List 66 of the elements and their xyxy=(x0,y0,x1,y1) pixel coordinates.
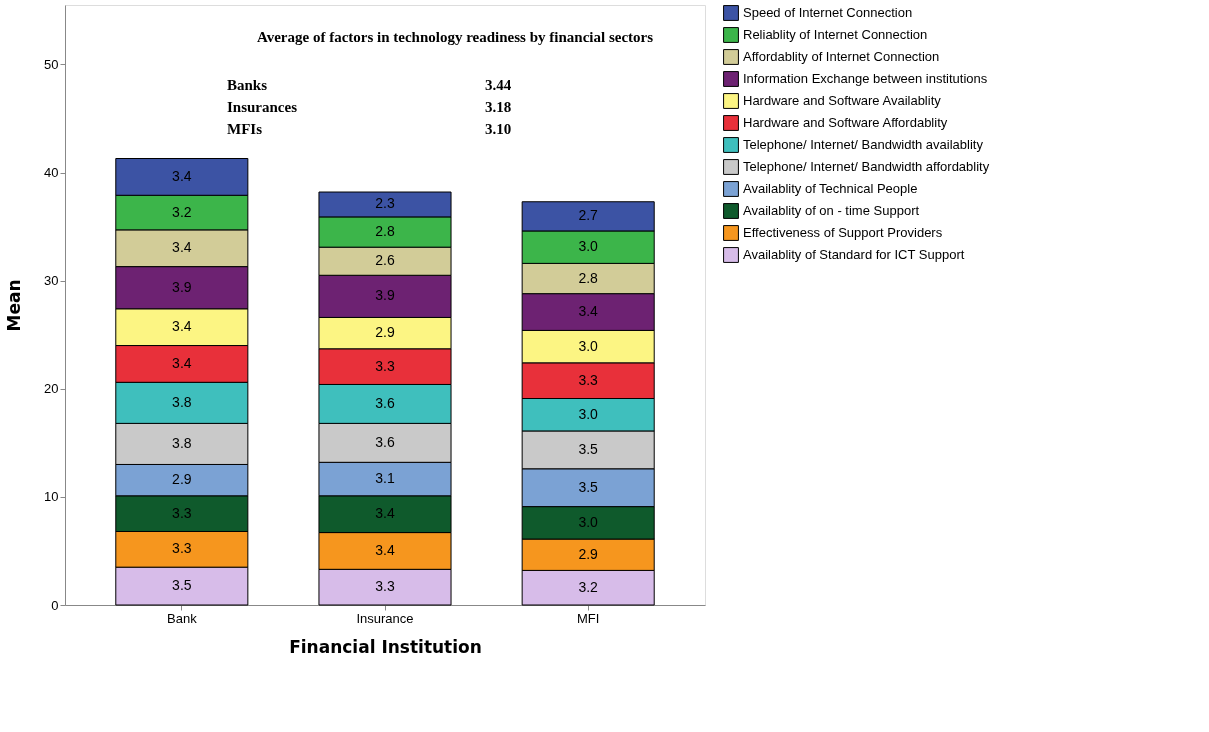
data-label: 3.5 xyxy=(172,577,192,594)
annotation: Insurances xyxy=(227,99,298,115)
y-tick-label: 10 xyxy=(44,489,59,505)
legend-label: Telephone/ Internet/ Bandwidth affordablity xyxy=(743,159,990,174)
annotation: Banks xyxy=(227,77,268,93)
data-label: 3.0 xyxy=(578,238,599,255)
x-tick-label: MFI xyxy=(576,610,600,626)
data-label: 2.6 xyxy=(375,252,395,269)
data-label: 3.4 xyxy=(375,541,395,558)
legend-label: Hardware and Software Affordablity xyxy=(743,115,948,130)
data-label: 3.8 xyxy=(172,393,192,410)
y-axis-title: Mean xyxy=(4,279,25,332)
x-tick-label: Bank xyxy=(167,610,198,626)
data-label: 3.0 xyxy=(578,513,599,530)
data-label: 3.4 xyxy=(375,505,395,522)
data-label: 3.8 xyxy=(172,434,192,451)
legend-label: Hardware and Software Availablity xyxy=(743,93,942,108)
legend-label: Effectiveness of Support Providers xyxy=(743,225,943,240)
data-label: 3.1 xyxy=(375,470,395,487)
legend-label: Reliablity of Internet Connection xyxy=(743,27,928,42)
y-tick-label: 50 xyxy=(44,56,59,72)
data-label: 3.9 xyxy=(375,287,395,304)
legend-label: Telephone/ Internet/ Bandwidth availablity xyxy=(743,137,984,152)
data-label: 3.3 xyxy=(172,540,192,557)
data-label: 2.8 xyxy=(578,269,599,286)
data-label: 3.4 xyxy=(172,318,192,335)
legend-label: Affordablity of Internet Connection xyxy=(743,49,940,64)
data-label: 3.0 xyxy=(578,337,599,354)
y-tick-label: 0 xyxy=(51,597,59,613)
y-tick-label: 40 xyxy=(44,165,59,181)
data-label: 3.4 xyxy=(578,303,599,320)
data-label: 3.6 xyxy=(375,433,395,450)
data-label: 2.9 xyxy=(172,471,192,488)
data-label: 3.2 xyxy=(172,203,192,220)
data-label: 2.8 xyxy=(375,223,395,240)
data-label: 3.3 xyxy=(375,357,395,374)
data-label: 3.9 xyxy=(172,278,192,295)
data-label: 3.4 xyxy=(172,354,192,371)
annotation: MFIs xyxy=(227,121,263,137)
annotation: 3.44 xyxy=(485,77,512,93)
data-label: 3.4 xyxy=(172,239,192,256)
data-label: 3.5 xyxy=(578,478,599,495)
annotation: 3.18 xyxy=(485,99,512,115)
data-label: 2.7 xyxy=(578,207,599,224)
legend-label: Availablity of on - time Support xyxy=(743,203,920,218)
legend-label: Availablity of Standard for ICT Support xyxy=(743,247,965,262)
annotation: Average of factors in technology readiness by financial sectors xyxy=(256,29,654,45)
y-tick-label: 30 xyxy=(44,273,59,289)
data-label: 2.9 xyxy=(578,545,599,562)
data-label: 3.3 xyxy=(375,578,395,595)
legend-label: Speed of Internet Connection xyxy=(743,5,913,20)
legend-label: Information Exchange between institutions xyxy=(743,71,988,86)
annotation: 3.10 xyxy=(485,121,512,137)
legend-label: Availablity of Technical People xyxy=(743,181,918,196)
data-label: 3.2 xyxy=(578,578,599,595)
data-label: 3.0 xyxy=(578,405,599,422)
data-label: 3.3 xyxy=(578,371,599,388)
data-label: 3.5 xyxy=(578,440,599,457)
x-axis-title: Financial Institution xyxy=(289,636,482,657)
y-tick-label: 20 xyxy=(44,381,59,397)
data-label: 3.3 xyxy=(172,504,192,521)
x-tick-label: Insurance xyxy=(356,610,414,626)
data-label: 3.4 xyxy=(172,167,192,184)
data-label: 3.6 xyxy=(375,394,395,411)
data-label: 2.3 xyxy=(375,195,395,212)
data-label: 2.9 xyxy=(375,324,395,341)
